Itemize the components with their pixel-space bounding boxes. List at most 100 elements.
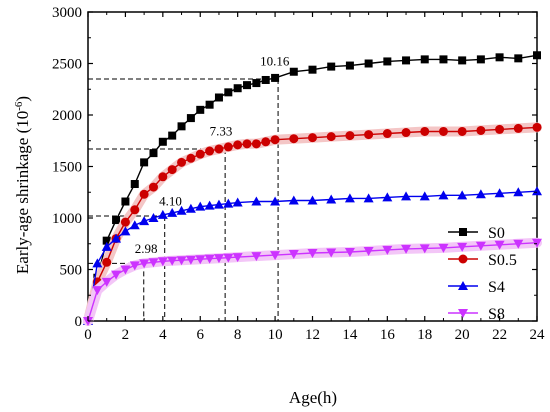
data-point — [513, 123, 523, 133]
data-point — [92, 258, 103, 268]
data-point — [130, 180, 139, 189]
y-axis-title-close: ) — [13, 96, 32, 102]
data-point — [327, 62, 336, 71]
y-tick-label: 2500 — [52, 57, 82, 73]
x-tick-label: 10 — [268, 327, 283, 343]
x-tick-label: 2 — [122, 327, 130, 343]
data-point — [439, 55, 448, 64]
data-point — [121, 197, 130, 206]
data-point — [252, 79, 261, 88]
data-point — [149, 149, 158, 158]
data-point — [307, 195, 318, 205]
data-point — [101, 277, 112, 287]
x-tick-label: 8 — [234, 327, 242, 343]
data-point — [167, 207, 178, 217]
series-layer — [83, 51, 542, 326]
legend-item-S0.5: S0.5 — [448, 252, 517, 269]
data-point — [101, 241, 112, 251]
data-point — [419, 244, 430, 254]
data-point — [457, 126, 467, 136]
data-point — [148, 213, 159, 222]
data-point — [288, 250, 299, 260]
y-tick-label: 2000 — [52, 108, 82, 124]
data-point — [148, 182, 158, 192]
data-point — [308, 133, 317, 143]
data-point — [514, 54, 523, 63]
data-point — [214, 93, 223, 102]
data-point — [120, 265, 131, 275]
data-point — [270, 135, 280, 145]
data-point — [476, 125, 486, 135]
data-point — [382, 129, 392, 139]
data-point — [401, 128, 411, 138]
data-point — [457, 190, 468, 200]
data-point — [102, 257, 112, 267]
data-point — [176, 205, 187, 215]
data-point — [213, 199, 224, 209]
data-point — [326, 248, 337, 258]
data-point — [177, 122, 186, 131]
data-point — [251, 196, 262, 206]
data-point — [158, 172, 168, 182]
annotation-label: 7.33 — [210, 124, 233, 139]
data-point — [345, 61, 354, 70]
data-point — [233, 140, 243, 150]
data-point — [438, 126, 448, 136]
x-tick-label: 22 — [492, 327, 507, 343]
data-point — [185, 255, 196, 265]
data-point — [232, 253, 243, 263]
data-point — [513, 239, 524, 249]
y-tick-label: 3000 — [52, 5, 82, 21]
data-point — [382, 192, 393, 202]
series-S4 — [83, 186, 542, 325]
data-point — [120, 226, 131, 236]
data-point — [363, 193, 374, 203]
x-axis-title: Age(h) — [289, 388, 337, 407]
y-tick-label: 0 — [75, 314, 83, 330]
legend-marker — [458, 254, 468, 264]
data-point — [344, 193, 355, 203]
annotation-label: 4.10 — [159, 194, 182, 209]
data-point — [139, 216, 150, 226]
data-point — [364, 59, 373, 68]
legend-item-S8: S8 — [448, 306, 505, 323]
y-axis-title-main: Early-age shrinkage (10 — [13, 111, 32, 274]
data-point — [270, 251, 281, 261]
data-point — [401, 191, 412, 201]
data-point — [326, 194, 337, 204]
data-point — [92, 286, 103, 296]
data-point — [251, 252, 262, 262]
data-point — [494, 240, 505, 250]
data-point — [139, 259, 150, 269]
data-point — [157, 209, 168, 219]
data-point — [345, 131, 355, 141]
data-point — [223, 253, 234, 263]
data-point — [402, 56, 411, 65]
annotation-label: 10.16 — [260, 54, 290, 69]
x-tick-label: 12 — [305, 327, 320, 343]
data-point — [382, 245, 393, 255]
data-point — [308, 65, 317, 74]
y-tick-label: 1000 — [52, 211, 82, 227]
data-point — [494, 188, 505, 198]
x-tick-label: 0 — [84, 327, 92, 343]
data-point — [176, 256, 187, 266]
data-point — [326, 132, 336, 142]
data-point — [420, 55, 429, 64]
data-point — [383, 57, 392, 66]
x-tick-label: 24 — [530, 327, 546, 343]
data-point — [102, 236, 111, 245]
x-tick-label: 14 — [342, 327, 358, 343]
annotation-label: 2.98 — [135, 241, 158, 256]
data-point — [288, 195, 299, 205]
annotations: 10.16 7.33 4.10 2.98 — [135, 54, 290, 256]
data-point — [139, 189, 149, 199]
data-point — [242, 139, 252, 149]
legend-label: S4 — [488, 279, 505, 296]
x-tick-label: 6 — [197, 327, 205, 343]
data-point — [195, 255, 206, 265]
legend-label: S8 — [488, 306, 505, 323]
data-point — [344, 247, 355, 257]
y-tick-label: 500 — [60, 263, 83, 279]
series-S0.5 — [83, 122, 542, 326]
